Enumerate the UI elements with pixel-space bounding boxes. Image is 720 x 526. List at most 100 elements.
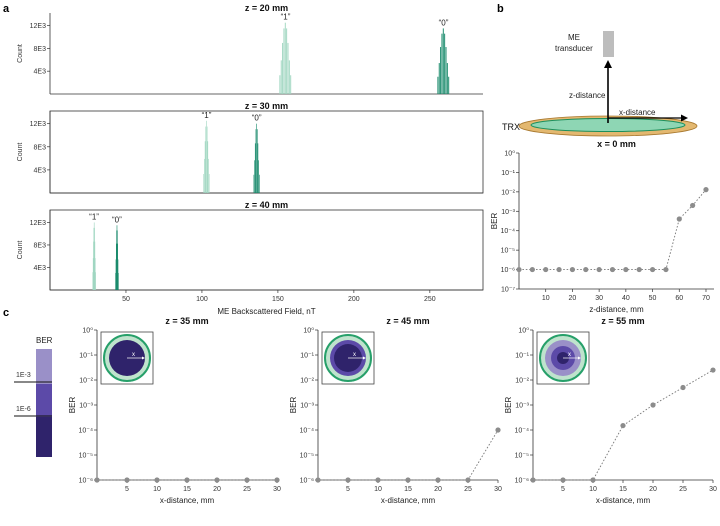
me-transducer-shape bbox=[603, 31, 614, 57]
ber-xtick-label: 25 bbox=[679, 486, 687, 493]
transducer-label-line2: transducer bbox=[555, 44, 593, 53]
histogram-ytick-label: 8E3 bbox=[34, 144, 47, 151]
ber-xtick-label: 20 bbox=[649, 486, 657, 493]
histogram-bar bbox=[206, 120, 207, 193]
colorbar-label-1e3: 1E-3 bbox=[16, 372, 31, 379]
ber-ytick-label: 10⁻⁴ bbox=[79, 428, 94, 435]
histogram-bar bbox=[117, 243, 118, 290]
ber-chart-ber_x35: z = 35 mm BER x-distance, mm 10⁰ 10⁻¹ 10⁻² 10⁻… bbox=[68, 316, 281, 505]
ber-data-point bbox=[636, 266, 642, 273]
ber-ytick-label: 10⁻⁴ bbox=[300, 428, 315, 435]
histogram-bar bbox=[203, 174, 205, 193]
histogram-bar bbox=[279, 75, 281, 94]
ber-ytick-label: 10⁻¹ bbox=[300, 353, 314, 360]
histogram-bar bbox=[115, 272, 116, 290]
histogram-xtick-label: 100 bbox=[196, 296, 208, 303]
histogram-series-label: “0” bbox=[439, 18, 449, 27]
histogram-bar bbox=[94, 241, 96, 290]
ber-xtick-label: 15 bbox=[404, 486, 412, 493]
ber-xlabel: x-distance, mm bbox=[381, 496, 436, 505]
ber-data-point bbox=[315, 477, 321, 483]
histogram-series-label: “0” bbox=[112, 215, 122, 224]
ber-ytick-label: 10⁻⁵ bbox=[79, 453, 93, 460]
ber-chart-title: z = 35 mm bbox=[165, 316, 208, 326]
histogram-bar bbox=[290, 75, 292, 94]
histogram-title: z = 20 mm bbox=[245, 3, 288, 13]
ber-data-point bbox=[560, 477, 566, 483]
histogram-bar bbox=[441, 33, 443, 94]
histogram-bar bbox=[284, 22, 286, 94]
inset-arrowhead-icon bbox=[363, 356, 366, 360]
ber-ytick-label: 10⁻² bbox=[501, 189, 515, 196]
histogram-series-label: “1” bbox=[202, 111, 212, 120]
histogram-ylabel: Count bbox=[17, 241, 24, 260]
ber-xlabel: x-distance, mm bbox=[596, 496, 651, 505]
colorbar-label-1e6: 1E-6 bbox=[16, 406, 31, 413]
histogram-bar bbox=[446, 63, 448, 94]
histogram-bar bbox=[440, 47, 442, 94]
ber-data-point bbox=[214, 477, 220, 483]
ber-data-point bbox=[244, 477, 250, 483]
ber-colorbar: BER 1E-3 1E-6 bbox=[14, 336, 53, 457]
ber-data-point bbox=[663, 266, 669, 273]
ber-xtick-label: 20 bbox=[213, 486, 221, 493]
ber-data-point bbox=[609, 266, 616, 273]
ber-ytick-label: 10⁻⁶ bbox=[515, 478, 529, 485]
histogram-ylabel: Count bbox=[17, 143, 24, 162]
ber-xtick-label: 10 bbox=[542, 295, 550, 302]
histogram-bar bbox=[256, 129, 258, 193]
ber-data-point bbox=[680, 384, 686, 391]
ber-ylabel: BER bbox=[504, 397, 513, 414]
ber-ytick-label: 10⁻³ bbox=[79, 403, 93, 410]
histogram-bar bbox=[116, 243, 117, 290]
histogram-ylabel: Count bbox=[17, 44, 24, 63]
ber-xtick-label: 30 bbox=[494, 486, 502, 493]
histogram-bar bbox=[444, 33, 446, 94]
ber-data-point bbox=[623, 266, 629, 273]
histogram-bar bbox=[92, 258, 94, 290]
ber-ytick-label: 10⁻² bbox=[300, 378, 314, 385]
histogram-title: z = 40 mm bbox=[245, 200, 288, 210]
ber-ytick-label: 10⁻³ bbox=[515, 403, 529, 410]
colorbar-band-low bbox=[36, 417, 52, 457]
ber-ytick-label: 10⁻² bbox=[79, 378, 93, 385]
ber-data-point bbox=[465, 477, 471, 483]
panel-label-c: c bbox=[3, 307, 9, 319]
histogram-bar bbox=[438, 63, 440, 94]
ber-data-point bbox=[676, 216, 682, 222]
ber-chart-ber_x45: z = 45 mm BER x-distance, mm 10⁰ 10⁻¹ 10⁻² 10⁻… bbox=[289, 316, 502, 505]
ber-series-line bbox=[519, 189, 707, 271]
ber-data-point bbox=[703, 187, 709, 193]
ber-xtick-label: 5 bbox=[346, 486, 350, 493]
colorbar-band-mid bbox=[36, 384, 52, 417]
ber-data-point bbox=[530, 477, 536, 483]
ber-data-point bbox=[516, 266, 522, 273]
histogram-frame bbox=[49, 110, 484, 194]
ber-data-point bbox=[583, 266, 589, 273]
histogram-bar bbox=[94, 258, 96, 290]
ber-data-point bbox=[543, 266, 549, 273]
ber-chart-ber_x55: z = 55 mm BER x-distance, mm 10⁰ 10⁻¹ 10⁻² 10⁻… bbox=[504, 316, 717, 505]
ber-xtick-label: 15 bbox=[619, 486, 627, 493]
inset-x-label: x bbox=[132, 352, 135, 358]
histogram-bar bbox=[92, 272, 94, 290]
histogram-bar bbox=[257, 143, 259, 193]
ber-xtick-label: 15 bbox=[183, 486, 191, 493]
histogram-bar bbox=[206, 126, 208, 193]
histogram-bar bbox=[282, 42, 284, 94]
ber-xtick-label: 25 bbox=[243, 486, 251, 493]
ber-ytick-label: 10⁻⁷ bbox=[501, 287, 515, 294]
histogram-bar bbox=[204, 158, 205, 193]
histogram-bar bbox=[258, 174, 260, 193]
ber-xtick-label: 40 bbox=[622, 295, 630, 302]
histogram-bar bbox=[445, 47, 447, 94]
histogram-bar bbox=[256, 123, 257, 193]
ber-ytick-label: 10⁻⁵ bbox=[501, 248, 515, 255]
histogram-bar bbox=[280, 60, 282, 94]
histogram-bar bbox=[115, 259, 117, 290]
ber-data-point bbox=[435, 477, 441, 483]
ber-ylabel: BER bbox=[490, 213, 499, 230]
histogram-z-20: z = 20 mm Count 4E3 8E3 12E3 “1” “0” bbox=[17, 3, 483, 95]
histogram-ytick-label: 4E3 bbox=[34, 167, 47, 174]
ber-ytick-label: 10⁻⁴ bbox=[501, 228, 516, 235]
